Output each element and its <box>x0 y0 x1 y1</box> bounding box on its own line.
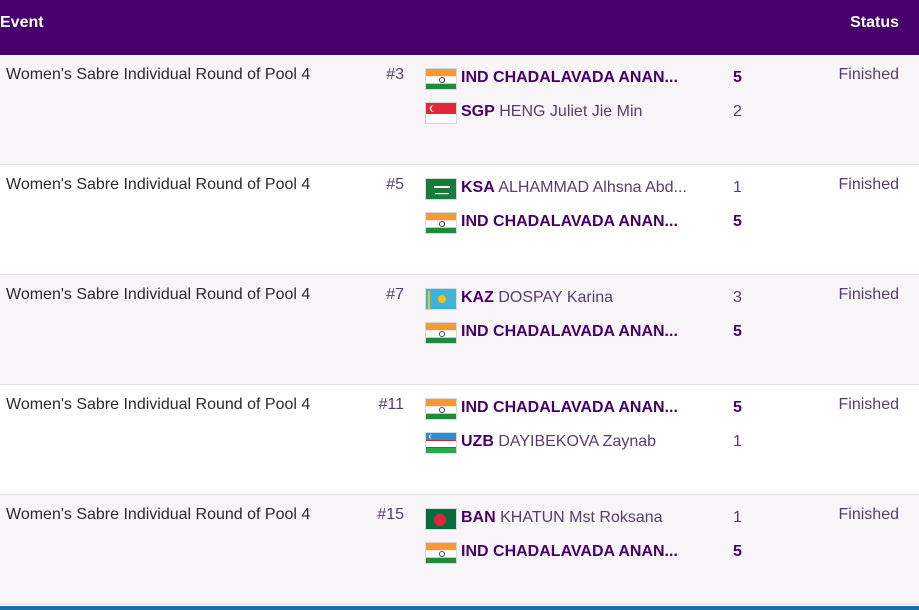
competitor-score: 1 <box>733 179 742 196</box>
competitor-score: 1 <box>733 433 742 450</box>
competitor-name: IND CHADALAVADA ANAN... <box>461 399 678 416</box>
singapore-flag-icon <box>425 102 457 124</box>
competitor-name: IND CHADALAVADA ANAN... <box>461 69 678 86</box>
competitor-score: 5 <box>733 323 742 340</box>
status-text: Finished <box>838 396 899 413</box>
competitor: IND CHADALAVADA ANAN... 5 <box>425 211 765 235</box>
kazakhstan-flag-icon <box>425 288 457 310</box>
match-number: #7 <box>386 286 404 303</box>
event-name: Women's Sabre Individual Round of Pool 4 <box>6 286 311 303</box>
competitor-name: KAZ DOSPAY Karina <box>461 289 614 306</box>
competitor-name: UZB DAYIBEKOVA Zaynab <box>461 433 657 450</box>
bangladesh-flag-icon <box>425 508 457 530</box>
competitor-score: 1 <box>733 509 742 526</box>
competitor: BAN KHATUN Mst Roksana 1 <box>425 507 765 531</box>
uzbekistan-flag-icon <box>425 432 457 454</box>
competitor-name: KSA ALHAMMAD Alhsna Abd... <box>461 179 687 196</box>
match-number: #15 <box>377 506 404 523</box>
india-flag-icon <box>425 542 457 564</box>
match-number: #3 <box>386 66 404 83</box>
results-table-header: Event Status <box>0 0 919 55</box>
competitor: IND CHADALAVADA ANAN... 5 <box>425 321 765 345</box>
status-text: Finished <box>838 506 899 523</box>
competitor-name: IND CHADALAVADA ANAN... <box>461 543 678 560</box>
competitor-score: 5 <box>733 543 742 560</box>
table-row[interactable]: Women's Sabre Individual Round of Pool 4… <box>0 385 919 495</box>
competitor: KAZ DOSPAY Karina 3 <box>425 287 765 311</box>
competitor: IND CHADALAVADA ANAN... 5 <box>425 541 765 565</box>
table-row[interactable]: Women's Sabre Individual Round of Pool 4… <box>0 55 919 165</box>
event-name: Women's Sabre Individual Round of Pool 4 <box>6 176 311 193</box>
competitor: SGP HENG Juliet Jie Min 2 <box>425 101 765 125</box>
competitor-score: 3 <box>733 289 742 306</box>
competitor-score: 5 <box>733 213 742 230</box>
india-flag-icon <box>425 68 457 90</box>
table-bottom-border <box>0 606 919 610</box>
table-row[interactable]: Women's Sabre Individual Round of Pool 4… <box>0 275 919 385</box>
table-row[interactable]: Women's Sabre Individual Round of Pool 4… <box>0 495 919 605</box>
match-number: #11 <box>378 396 404 413</box>
competitor: KSA ALHAMMAD Alhsna Abd... 1 <box>425 177 765 201</box>
competitor-name: IND CHADALAVADA ANAN... <box>461 213 678 230</box>
event-name: Women's Sabre Individual Round of Pool 4 <box>6 396 311 413</box>
india-flag-icon <box>425 212 457 234</box>
competitor-score: 2 <box>733 103 742 120</box>
event-name: Women's Sabre Individual Round of Pool 4 <box>6 506 311 523</box>
competitor-score: 5 <box>733 399 742 416</box>
event-column-header: Event <box>0 14 44 31</box>
india-flag-icon <box>425 322 457 344</box>
saudi-arabia-flag-icon <box>425 178 457 200</box>
india-flag-icon <box>425 398 457 420</box>
competitor-name: IND CHADALAVADA ANAN... <box>461 323 678 340</box>
competitor: UZB DAYIBEKOVA Zaynab 1 <box>425 431 765 455</box>
status-text: Finished <box>838 176 899 193</box>
event-name: Women's Sabre Individual Round of Pool 4 <box>6 66 311 83</box>
match-number: #5 <box>386 176 404 193</box>
competitor: IND CHADALAVADA ANAN... 5 <box>425 67 765 91</box>
table-row[interactable]: Women's Sabre Individual Round of Pool 4… <box>0 165 919 275</box>
competitor: IND CHADALAVADA ANAN... 5 <box>425 397 765 421</box>
status-column-header: Status <box>850 14 899 31</box>
status-text: Finished <box>838 66 899 83</box>
competitor-score: 5 <box>733 69 742 86</box>
competitor-name: BAN KHATUN Mst Roksana <box>461 509 663 526</box>
status-text: Finished <box>838 286 899 303</box>
results-table-body: Women's Sabre Individual Round of Pool 4… <box>0 55 919 605</box>
competitor-name: SGP HENG Juliet Jie Min <box>461 103 643 120</box>
